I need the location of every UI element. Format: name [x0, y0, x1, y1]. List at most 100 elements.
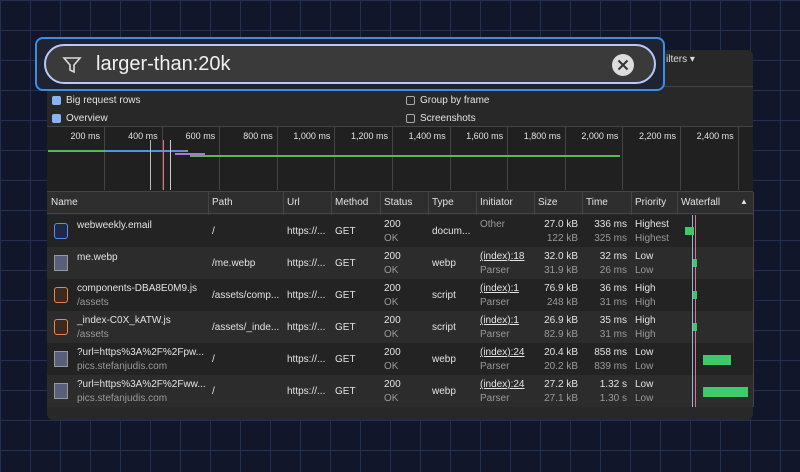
overview-tick-label: 1,400 ms — [408, 131, 446, 141]
time-value: 839 ms — [594, 361, 627, 372]
size-value: 31.9 kB — [544, 265, 578, 276]
time-value: 32 ms — [599, 251, 627, 262]
overview-grid-line — [104, 127, 105, 190]
path-value: / — [212, 226, 215, 237]
filter-input[interactable]: larger-than:20k — [44, 44, 656, 84]
file-icon — [54, 383, 68, 399]
initiator-value[interactable]: (index):1 — [480, 283, 519, 294]
waterfall-bar — [685, 227, 694, 235]
status-value: OK — [384, 329, 399, 340]
size-value: 27.0 kB — [544, 219, 578, 230]
time-value: 36 ms — [599, 283, 627, 294]
table-row — [47, 375, 753, 407]
column-header[interactable]: Url — [287, 197, 300, 208]
table-header — [47, 192, 753, 214]
overview-tick-label: 2,200 ms — [638, 131, 676, 141]
column-header[interactable]: Method — [335, 197, 369, 208]
more-filters-label: ilters — [666, 54, 688, 65]
waterfall-bar — [703, 387, 748, 397]
size-value: 20.4 kB — [544, 347, 578, 358]
checkbox[interactable] — [52, 96, 61, 105]
sort-arrow: ▲ — [740, 197, 748, 206]
initiator-value: Other — [480, 219, 506, 230]
overview-grid-line — [392, 127, 393, 190]
column-header[interactable]: Type — [432, 197, 454, 208]
overview-tick-label: 2,400 ms — [696, 131, 734, 141]
overview-tick-label: 600 ms — [185, 131, 216, 141]
initiator-value[interactable]: (index):24 — [480, 379, 525, 390]
checkbox[interactable] — [406, 96, 415, 105]
initiator-value: Parser — [480, 361, 510, 372]
overview-grid-line — [564, 127, 566, 190]
column-header[interactable]: Time — [586, 197, 608, 208]
path-value: /assets/_inde... — [212, 322, 280, 333]
column-header[interactable]: Status — [384, 197, 413, 208]
table-row — [47, 311, 753, 343]
column-header[interactable]: Path — [212, 197, 233, 208]
request-name: ?url=https%3A%2F%2Fpw... — [77, 347, 205, 358]
type-value: webp — [432, 354, 456, 365]
column-header[interactable]: Waterfall — [681, 197, 721, 208]
priority-value: High — [635, 283, 656, 294]
size-value: 32.0 kB — [544, 251, 578, 262]
path-value: / — [212, 386, 215, 397]
priority-value: Highest — [635, 219, 669, 230]
checkbox[interactable] — [52, 114, 61, 123]
column-header[interactable]: Size — [538, 197, 558, 208]
overview-bar — [190, 155, 620, 157]
waterfall-bar — [693, 323, 697, 331]
option-label: Overview — [66, 113, 108, 124]
priority-value: Low — [635, 347, 654, 358]
status-value: 200 — [384, 283, 401, 294]
request-name: _index-C0X_kATW.js — [77, 315, 171, 326]
priority-value: High — [635, 329, 656, 340]
status-value: OK — [384, 265, 399, 276]
time-value: 31 ms — [599, 329, 627, 340]
file-icon — [54, 255, 68, 271]
overview-grid-line — [219, 127, 221, 190]
overview-grid-line — [449, 127, 451, 190]
initiator-value[interactable]: (index):24 — [480, 347, 525, 358]
overview-marker — [150, 140, 151, 190]
initiator-value: Parser — [480, 329, 510, 340]
option-label: Screenshots — [420, 113, 476, 124]
path-value: / — [212, 354, 215, 365]
request-name: components-DBA8E0M9.js — [77, 283, 198, 294]
initiator-value[interactable]: (index):18 — [480, 251, 525, 262]
overview-tick-label: 1,200 ms — [350, 131, 388, 141]
size-value: 27.2 kB — [544, 379, 578, 390]
column-header[interactable]: Priority — [635, 197, 667, 208]
overview-grid-line — [334, 127, 336, 190]
time-value: 26 ms — [599, 265, 627, 276]
overview-tick-label: 400 ms — [128, 131, 158, 141]
table-row — [47, 343, 753, 375]
size-value: 76.9 kB — [544, 283, 578, 294]
status-value: 200 — [384, 379, 401, 390]
option-label: Group by frame — [420, 95, 490, 106]
checkbox[interactable] — [406, 114, 415, 123]
method-value: GET — [335, 354, 356, 365]
path-value: /assets/comp... — [212, 290, 280, 301]
size-value: 20.2 kB — [544, 361, 578, 372]
table-row — [47, 215, 753, 247]
priority-value: Low — [635, 251, 654, 262]
initiator-value: Parser — [480, 393, 510, 404]
request-domain: pics.stefanjudis.com — [77, 361, 168, 372]
column-header[interactable]: Name — [51, 197, 78, 208]
size-value: 122 kB — [546, 233, 578, 244]
column-header[interactable]: Initiator — [480, 197, 513, 208]
initiator-value[interactable]: (index):1 — [480, 315, 519, 326]
type-value: webp — [432, 386, 456, 397]
priority-value: Low — [635, 379, 654, 390]
overview-grid-line — [161, 127, 163, 190]
status-value: 200 — [384, 315, 401, 326]
more-filters[interactable]: ilters ▾ — [666, 54, 695, 65]
method-value: GET — [335, 290, 356, 301]
overview-marker — [163, 140, 164, 190]
clear-button[interactable] — [611, 53, 635, 77]
request-domain: /assets — [77, 329, 109, 340]
time-value: 35 ms — [599, 315, 627, 326]
overview-marker — [170, 140, 171, 190]
type-value: script — [432, 290, 456, 301]
overview-grid-line — [680, 127, 681, 190]
